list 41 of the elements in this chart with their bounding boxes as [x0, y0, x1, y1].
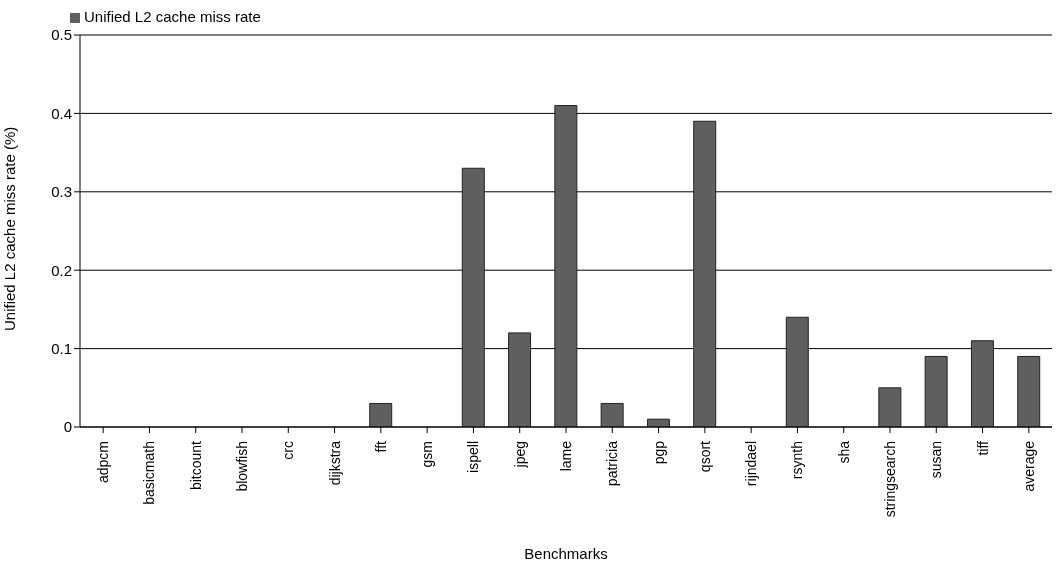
bar — [785, 316, 809, 427]
bar — [600, 402, 624, 427]
x-tick-label: blowfish — [234, 441, 250, 492]
bar — [693, 120, 717, 427]
y-tick-label: 0.4 — [51, 104, 72, 122]
y-axis-title: Unified L2 cache miss rate (%) — [1, 126, 19, 331]
x-tick-label: lame — [558, 440, 574, 472]
x-tick-label: tiff — [974, 440, 991, 456]
x-tick-label: basicmath — [141, 441, 158, 505]
x-tick-label: patricia — [604, 440, 621, 487]
x-tick-label: ispell — [465, 441, 482, 473]
y-tick-label: 0.3 — [51, 183, 72, 201]
x-tick-label: crc — [280, 441, 297, 460]
x-tick-label: susan — [928, 441, 945, 479]
x-tick-label: adpcm — [95, 441, 112, 484]
x-tick-label: dijkstra — [326, 440, 343, 486]
x-tick-label: bitcount — [187, 440, 204, 491]
bar — [1017, 355, 1041, 427]
x-tick-label: jpeg — [511, 441, 528, 469]
bar — [369, 402, 393, 427]
y-tick-label: 0 — [63, 418, 72, 436]
bar — [878, 387, 902, 427]
y-tick-label: 0.5 — [51, 26, 72, 44]
x-tick-label: rsynth — [789, 441, 806, 480]
bar — [970, 340, 994, 427]
x-tick-label: pgp — [650, 440, 667, 465]
x-axis-title: Benchmarks — [524, 545, 608, 562]
x-tick-label: sha — [835, 440, 852, 464]
x-tick-label: fft — [372, 440, 389, 453]
x-tick-label: stringsearch — [882, 441, 898, 518]
bar — [554, 105, 578, 427]
bar — [461, 167, 485, 427]
bar — [924, 355, 948, 427]
y-tick-label: 0.1 — [51, 339, 72, 357]
legend-label: Unified L2 cache miss rate — [84, 8, 261, 25]
y-tick-label: 0.2 — [51, 261, 72, 279]
x-tick-label: qsort — [696, 440, 713, 473]
x-tick-label: average — [1020, 440, 1037, 492]
bar — [508, 332, 532, 427]
x-tick-label: gsm — [419, 441, 436, 468]
x-tick-label: rijndael — [743, 441, 760, 487]
